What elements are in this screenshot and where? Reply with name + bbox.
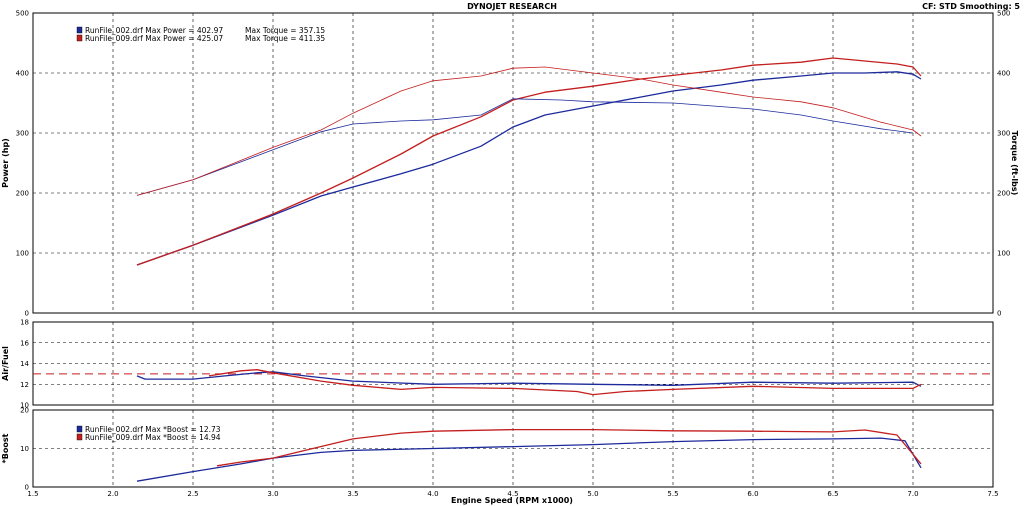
- y-tick-label: 300: [16, 130, 29, 138]
- series-afr-runfile009drf: [208, 369, 922, 396]
- series-torque-runfile009drf: [136, 66, 922, 196]
- x-tick-label: 7.5: [987, 490, 998, 498]
- y2-tick-label: 100: [997, 250, 1010, 258]
- legend-entry: RunFile_009.drf Max *Boost = 14.94: [85, 433, 221, 442]
- series-torque-runfile002drf: [136, 98, 914, 196]
- y-tick-label: 20: [20, 407, 29, 415]
- legend-swatch: [76, 34, 83, 42]
- y-tick-label: 500: [16, 10, 29, 18]
- y-tick-label: 14: [20, 360, 29, 368]
- legend-torque-entry: Max Torque = 411.35: [245, 34, 325, 43]
- legend-swatch: [76, 433, 83, 441]
- x-tick-label: 5.0: [587, 490, 598, 498]
- series-afr-runfile002drf: [136, 371, 922, 387]
- legend-swatch: [76, 26, 83, 34]
- x-tick-label: 4.0: [427, 490, 438, 498]
- y-axis-label: Air/Fuel: [1, 346, 10, 381]
- legend-entry: RunFile_002.drf Max *Boost = 12.73: [85, 425, 221, 434]
- y-tick-label: 12: [20, 381, 29, 389]
- x-tick-label: 6.0: [747, 490, 758, 498]
- y2-axis-label: Torque (ft-lbs): [1010, 131, 1019, 196]
- y2-tick-label: 500: [997, 10, 1010, 18]
- y2-tick-label: 200: [997, 190, 1010, 198]
- y-axis-label: Power (hp): [1, 138, 10, 188]
- legend-entry: RunFile_002.drf Max Power = 402.97: [85, 26, 223, 35]
- y2-tick-label: 0: [997, 310, 1001, 318]
- y-axis-label: *Boost: [1, 433, 10, 463]
- y-tick-label: 200: [16, 190, 29, 198]
- x-axis-label: Engine Speed (RPM x1000): [451, 496, 573, 505]
- y-tick-label: 0: [25, 310, 29, 318]
- x-tick-label: 4.5: [507, 490, 518, 498]
- chart-title: DYNOJET RESEARCH: [467, 2, 557, 11]
- y-tick-label: 16: [20, 339, 29, 347]
- x-tick-label: 7.0: [907, 490, 918, 498]
- cf-smoothing-status: CF: STD Smoothing: 5: [922, 2, 1020, 11]
- y2-tick-label: 300: [997, 130, 1010, 138]
- series-power-runfile009drf: [136, 57, 922, 266]
- x-tick-label: 2.5: [187, 490, 198, 498]
- x-tick-label: 6.5: [827, 490, 838, 498]
- series-power-runfile002drf: [136, 71, 922, 266]
- legend-swatch: [76, 425, 83, 433]
- x-tick-label: 1.5: [27, 490, 38, 498]
- x-tick-label: 2.0: [107, 490, 118, 498]
- legend-entry: RunFile_009.drf Max Power = 425.07: [85, 34, 223, 43]
- y2-tick-label: 400: [997, 70, 1010, 78]
- y-tick-label: 0: [25, 484, 29, 492]
- power-torque-panel: 0 100 200 300 400 500 0 100 200 300 400 500 Torque (…: [1, 10, 1019, 318]
- air-fuel-panel: 10 12 14 16 18 Air/Fuel: [1, 319, 994, 410]
- x-tick-label: 3.0: [267, 490, 278, 498]
- y-tick-label: 10: [20, 402, 29, 410]
- series-boost-runfile009drf: [216, 428, 922, 467]
- boost-panel: 1.5 2.0 2.5 3.0 3.5 4.0 4.5 5.0 5.5 6.0 6.5 7.0 7.5 0…: [1, 407, 999, 499]
- legend-torque-entry: Max Torque = 357.15: [245, 26, 325, 35]
- y-tick-label: 10: [20, 445, 29, 453]
- series-boost-runfile002drf: [136, 437, 922, 482]
- y-tick-label: 18: [20, 319, 29, 327]
- x-tick-label: 3.5: [347, 490, 358, 498]
- y-tick-label: 100: [16, 250, 29, 258]
- x-tick-label: 5.5: [667, 490, 678, 498]
- y-tick-label: 400: [16, 70, 29, 78]
